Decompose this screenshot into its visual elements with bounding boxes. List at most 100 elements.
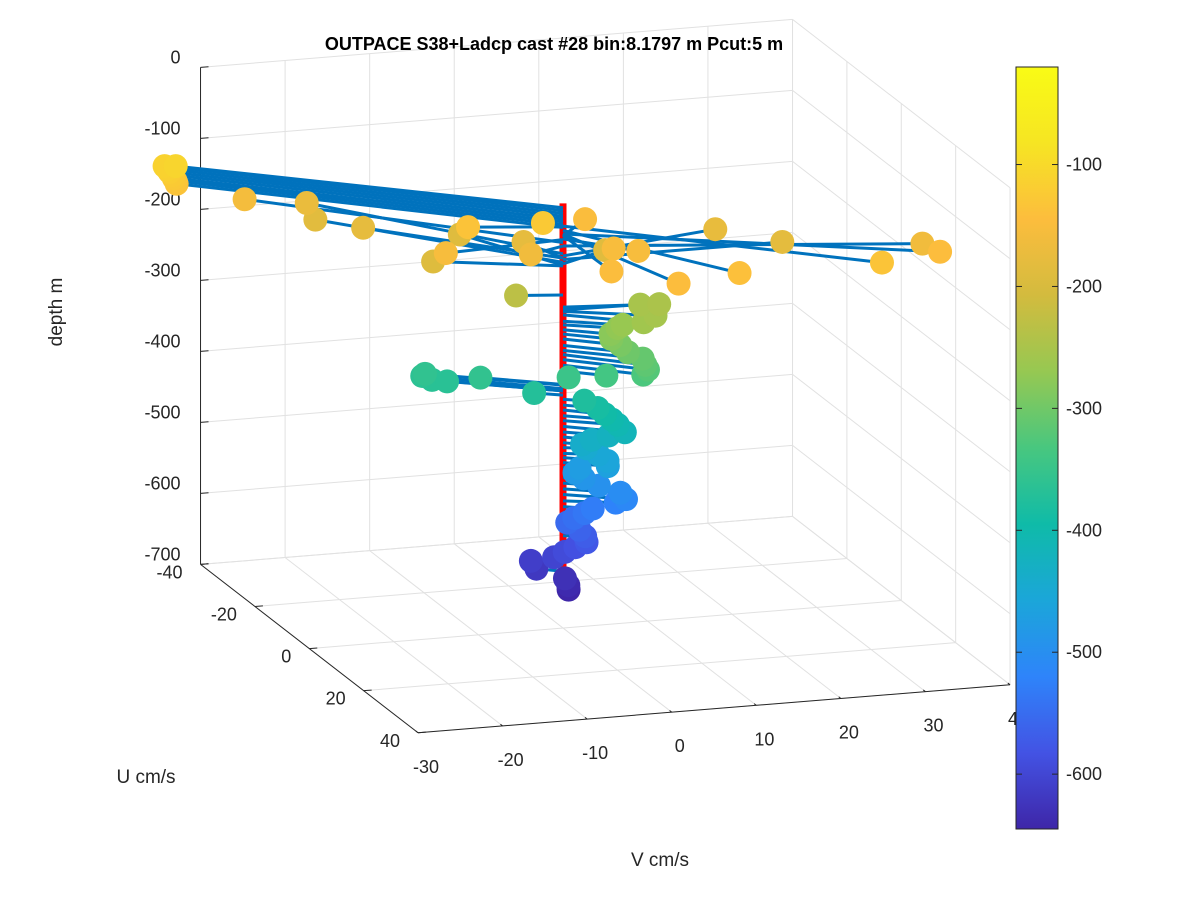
floor-grid-line xyxy=(623,529,842,699)
colorbar-tick-label: -200 xyxy=(1066,276,1102,296)
data-point xyxy=(435,369,460,394)
data-point xyxy=(456,215,481,240)
data-point xyxy=(573,207,598,232)
floor-grid-line xyxy=(254,557,847,607)
y-tick-mark xyxy=(584,716,588,720)
wall-grid-line xyxy=(200,18,793,68)
colorbar-tick-label: -500 xyxy=(1066,642,1102,662)
wall-grid-line xyxy=(792,18,1011,189)
chart-title: OUTPACE S38+Ladcp cast #28 bin:8.1797 m … xyxy=(325,34,783,54)
z-tick-mark xyxy=(200,350,209,352)
data-point xyxy=(601,236,626,261)
wall-grid-line xyxy=(792,515,1011,686)
wall-grid-line xyxy=(200,515,793,565)
wall-grid-line xyxy=(792,89,1011,260)
floor-grid-line xyxy=(369,550,588,720)
z-tick-mark xyxy=(200,137,209,139)
current-stick xyxy=(459,233,564,267)
z-tick-label: -400 xyxy=(144,331,180,351)
y-tick-label: 20 xyxy=(839,722,859,742)
data-point xyxy=(552,566,577,591)
current-stick xyxy=(175,164,564,210)
y-tick-label: 10 xyxy=(754,729,774,749)
floor-grid-line xyxy=(538,536,757,706)
z-tick-mark xyxy=(200,279,209,281)
data-point xyxy=(628,292,653,317)
z-tick-mark xyxy=(200,421,209,423)
x-axis-line xyxy=(200,563,419,734)
current-stick xyxy=(167,167,564,215)
z-tick-mark xyxy=(200,208,209,210)
y-tick-label: 30 xyxy=(923,716,943,736)
floor-grid-line xyxy=(363,642,956,692)
y-tick-label: -20 xyxy=(498,750,524,770)
data-point xyxy=(770,229,795,254)
data-point xyxy=(433,241,458,266)
data-point xyxy=(599,259,624,284)
x-tick-mark xyxy=(200,563,209,565)
wall-grid-line xyxy=(792,231,1011,402)
data-point xyxy=(294,190,319,215)
data-point xyxy=(626,238,651,263)
x-axis-label: U cm/s xyxy=(116,767,175,788)
z-tick-label: -600 xyxy=(144,473,180,493)
data-point xyxy=(556,365,581,390)
y-tick-mark xyxy=(500,723,503,727)
wall-grid-line xyxy=(200,89,793,139)
data-point xyxy=(666,271,691,296)
x-tick-mark xyxy=(309,647,318,650)
current-stick xyxy=(169,170,564,218)
x-tick-mark xyxy=(254,605,263,607)
wall-grid-line xyxy=(792,444,1011,615)
current-stick xyxy=(562,303,641,312)
wall-grid-line xyxy=(792,373,1011,544)
data-point xyxy=(572,388,597,413)
z-tick-label: -700 xyxy=(144,544,180,564)
data-point xyxy=(567,456,592,481)
y-axis-label: V cm/s xyxy=(631,850,689,871)
y-tick-mark xyxy=(922,689,926,693)
data-point xyxy=(928,239,953,264)
x-tick-mark xyxy=(418,731,427,734)
y-tick-label: 0 xyxy=(675,736,685,756)
z-axis-label: depth m xyxy=(46,278,67,347)
data-point xyxy=(504,283,529,308)
x-tick-label: 40 xyxy=(380,731,400,751)
floor-grid-line xyxy=(707,522,926,693)
wall-grid-line xyxy=(200,373,793,423)
z-tick-mark xyxy=(200,492,209,494)
x-tick-label: 0 xyxy=(281,647,291,667)
z-tick-label: -100 xyxy=(144,118,180,138)
data-point xyxy=(518,242,543,267)
data-point xyxy=(608,480,633,505)
current-stick xyxy=(562,232,941,254)
x-tick-mark xyxy=(363,689,372,692)
floor-grid-line xyxy=(453,543,673,713)
wall-grid-line xyxy=(792,302,1011,473)
data-point xyxy=(351,215,376,240)
data-point xyxy=(232,187,257,212)
current-stick xyxy=(445,238,564,255)
data-points xyxy=(152,154,953,602)
floor-grid-line xyxy=(309,600,902,650)
current-stick xyxy=(562,228,740,275)
current-stick xyxy=(164,164,564,213)
x-tick-label: 20 xyxy=(326,689,346,709)
y-tick-mark xyxy=(669,710,673,713)
data-point xyxy=(703,217,728,242)
axes-frame xyxy=(200,66,1011,734)
wall-grid-line xyxy=(200,302,793,352)
data-point xyxy=(594,363,619,388)
floor-grid-line xyxy=(284,557,503,727)
current-stick xyxy=(172,173,564,221)
data-point xyxy=(869,250,894,275)
data-point xyxy=(727,261,752,286)
data-point xyxy=(647,292,672,317)
data-point xyxy=(412,361,437,386)
y-tick-mark xyxy=(415,730,419,734)
current-stick xyxy=(433,260,564,268)
z-tick-label: 0 xyxy=(171,47,181,67)
colorbar: -100 -200 -300 -400 -500 -600 xyxy=(1015,66,1102,830)
y-axis-line xyxy=(418,684,1011,734)
